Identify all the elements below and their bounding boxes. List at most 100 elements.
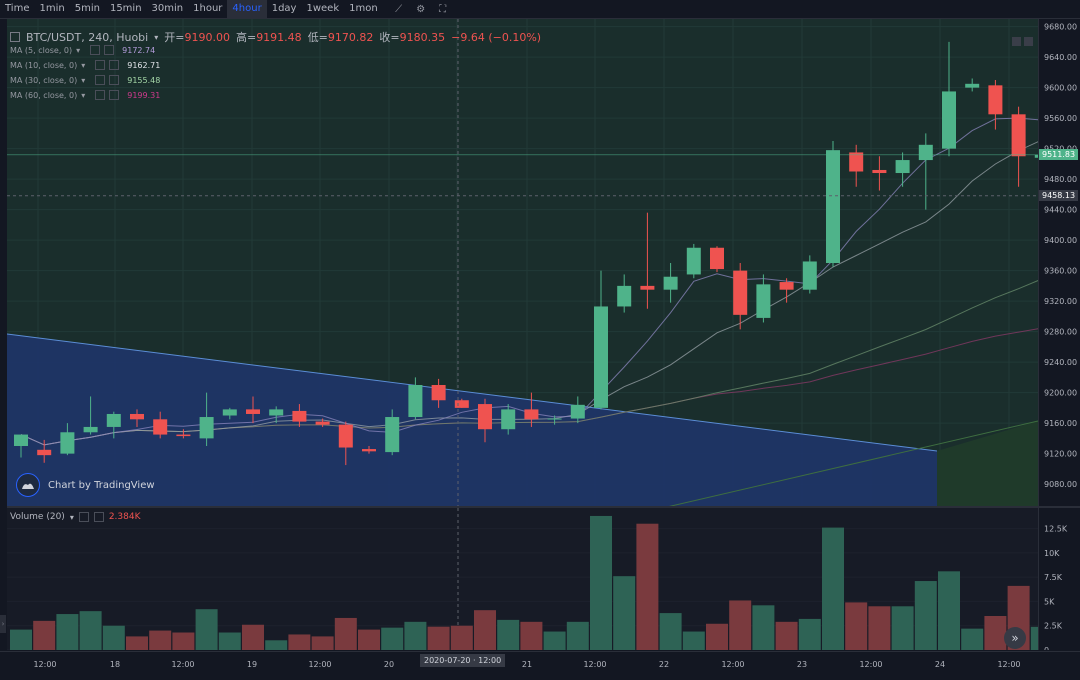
pane-separator[interactable] <box>7 506 1080 508</box>
close-small-icon[interactable] <box>109 75 120 85</box>
settings-small-icon[interactable] <box>95 90 106 100</box>
volume-value: 2.384K <box>108 512 141 522</box>
timeframe-1min[interactable]: 1min <box>39 3 65 14</box>
timeframe-5min[interactable]: 5min <box>74 3 100 14</box>
price-tick-label: 9440.00 <box>1044 206 1077 215</box>
candle-body <box>756 284 771 318</box>
candle-body <box>454 400 469 408</box>
line-chart-icon[interactable]: ⟋ <box>395 3 403 15</box>
volume-bar <box>938 571 960 650</box>
settings-small-icon[interactable] <box>90 45 101 55</box>
ma-label[interactable]: MA (5, close, 0) <box>10 45 73 55</box>
wedge-region <box>7 334 937 507</box>
volume-bar <box>868 606 891 650</box>
time-tick-label: 23 <box>797 660 807 669</box>
symbol-name[interactable]: BTC/USDT, 240, Huobi <box>26 30 149 44</box>
timeframe-1week[interactable]: 1week <box>306 3 340 14</box>
volume-pane[interactable] <box>7 508 1038 650</box>
chevron-down-icon[interactable]: ▾ <box>154 32 159 42</box>
candle-body <box>733 270 748 315</box>
ma-legend-row[interactable]: MA (60, close, 0) ▾ 9199.31 <box>10 90 160 100</box>
volume-bar <box>172 632 195 650</box>
ohlc-change: −9.64 (−0.10%) <box>451 30 542 44</box>
timeframe-1day[interactable]: 1day <box>271 3 297 14</box>
settings-small-icon[interactable] <box>95 60 106 70</box>
timeframe-30min[interactable]: 30min <box>151 3 184 14</box>
ohlc-low: 低=9170.82 <box>307 31 374 44</box>
chevron-down-icon[interactable]: ▾ <box>69 512 74 522</box>
candle-body <box>640 285 655 290</box>
volume-bar <box>984 616 1007 650</box>
timeframe-toolbar: Time 1min 5min 15min 30min 1hour 4hour 1day 1wee… <box>0 0 1080 19</box>
scroll-to-realtime-button[interactable]: » <box>1004 627 1026 649</box>
ma-legend-row[interactable]: MA (10, close, 0) ▾ 9162.71 <box>10 60 160 70</box>
ma-legend-row[interactable]: MA (5, close, 0) ▾ 9172.74 <box>10 45 155 55</box>
volume-bar <box>659 613 682 650</box>
price-axis[interactable]: 9080.00 9120.00 9160.00 9200.00 9240.00 9280.… <box>1038 19 1080 507</box>
volume-bar <box>613 576 636 650</box>
volume-axis[interactable]: 0 2.5K 5K 7.5K 10K 12.5K <box>1038 508 1080 655</box>
settings-icon[interactable]: ⚙ <box>416 3 426 15</box>
chevron-down-icon[interactable]: ▾ <box>81 90 86 100</box>
move-down-icon[interactable] <box>1012 37 1021 46</box>
settings-small-icon[interactable] <box>78 512 89 522</box>
price-tick-label: 9080.00 <box>1044 480 1077 489</box>
volume-tick-label: 7.5K <box>1044 573 1063 582</box>
candle-body <box>686 247 701 275</box>
candle-body <box>106 413 121 427</box>
chevron-down-icon[interactable]: ▾ <box>81 75 86 85</box>
ma-legend-row[interactable]: MA (30, close, 0) ▾ 9155.48 <box>10 75 160 85</box>
time-tick-label: 12:00 <box>171 660 194 669</box>
time-tick-label: 12:00 <box>33 660 56 669</box>
close-small-icon[interactable] <box>109 90 120 100</box>
maximize-pane-icon[interactable] <box>1024 37 1033 46</box>
volume-tick-label: 5K <box>1044 597 1055 606</box>
ma-label[interactable]: MA (10, close, 0) <box>10 60 78 70</box>
time-tick-label: 19 <box>247 660 257 669</box>
price-tick-label: 9120.00 <box>1044 450 1077 459</box>
chevron-down-icon[interactable]: ▾ <box>76 45 81 55</box>
candle-body <box>547 418 562 420</box>
time-tick-label: 12:00 <box>859 660 882 669</box>
settings-small-icon[interactable] <box>95 75 106 85</box>
candle-body <box>83 426 98 433</box>
volume-bar <box>682 631 705 650</box>
collapse-handle[interactable]: › <box>0 615 6 633</box>
volume-label[interactable]: Volume (20) <box>10 512 65 522</box>
time-tick-label: 21 <box>522 660 532 669</box>
candle-body <box>895 160 910 174</box>
volume-bar <box>1030 626 1038 650</box>
price-pane[interactable] <box>7 19 1038 507</box>
timeframe-1mon[interactable]: 1mon <box>349 3 378 14</box>
volume-bar <box>311 636 334 650</box>
close-small-icon[interactable] <box>93 512 104 522</box>
symbol-collapse-icon[interactable] <box>10 32 20 42</box>
ma-label[interactable]: MA (60, close, 0) <box>10 90 78 100</box>
candle-body <box>1011 114 1026 157</box>
price-tick-label: 9560.00 <box>1044 114 1077 123</box>
candle-body <box>524 409 539 420</box>
tradingview-badge[interactable]: Chart by TradingView <box>16 473 155 497</box>
candlestick-chart[interactable] <box>7 19 1038 507</box>
ma-label[interactable]: MA (30, close, 0) <box>10 75 78 85</box>
candle-body <box>988 85 1003 115</box>
volume-chart[interactable] <box>7 508 1038 650</box>
time-axis[interactable]: 12:00 18 12:00 19 12:00 20 12:00 21 12:00 22 12:00… <box>0 651 1080 676</box>
chevron-down-icon[interactable]: ▾ <box>81 60 86 70</box>
timeframe-4hour[interactable]: 4hour <box>227 0 267 18</box>
volume-bar <box>242 624 264 650</box>
fullscreen-icon[interactable]: ⛶ <box>439 3 447 15</box>
timeframe-15min[interactable]: 15min <box>109 3 142 14</box>
price-tick-label: 9160.00 <box>1044 419 1077 428</box>
timeframe-1hour[interactable]: 1hour <box>193 3 223 14</box>
candle-body <box>37 449 52 456</box>
close-small-icon[interactable] <box>104 45 115 55</box>
volume-bar <box>56 614 79 650</box>
volume-bar <box>845 602 868 650</box>
time-tick-label: 12:00 <box>308 660 331 669</box>
volume-bar <box>706 623 728 650</box>
wedge-upper-line <box>7 333 938 452</box>
volume-bar <box>358 629 380 650</box>
close-small-icon[interactable] <box>109 60 120 70</box>
price-tick-label: 9360.00 <box>1044 267 1077 276</box>
